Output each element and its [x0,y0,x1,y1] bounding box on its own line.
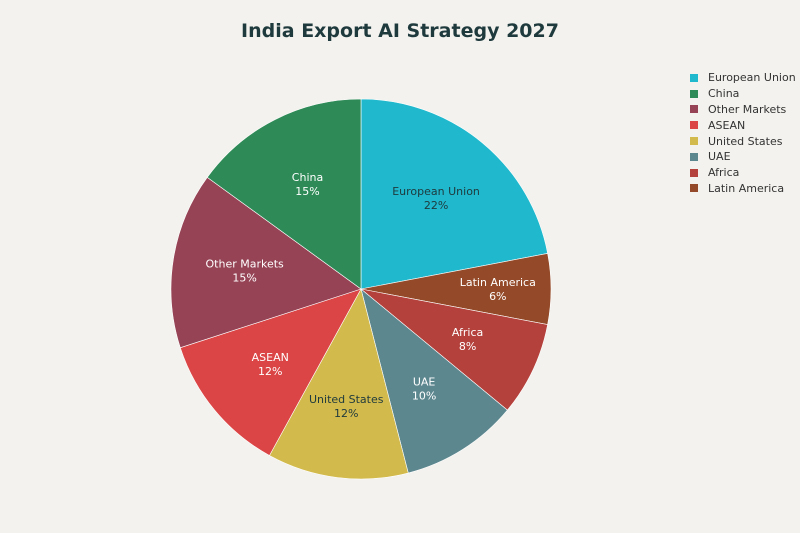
legend-item-latin-america[interactable]: Latin America [690,181,796,197]
legend-item-united-states[interactable]: United States [690,133,796,149]
legend-label: European Union [708,71,796,85]
slice-value-asean: 12% [258,365,282,378]
legend-label: China [708,87,740,101]
legend-swatch [690,137,698,146]
slice-label-latin-america: Latin America [460,276,536,289]
slice-value-china: 15% [295,185,319,198]
slice-label-united-states: United States [309,393,384,406]
pie-slice-china [206,98,362,290]
slice-value-latin-america: 6% [489,290,506,303]
legend-swatch [690,73,698,82]
pie-slice-asean [179,288,362,456]
slice-label-china: China [292,171,323,184]
slice-label-other-markets: Other Markets [206,258,285,271]
legend-swatch [690,168,698,177]
legend-label: ASEAN [708,118,746,132]
pie-slice-uae [360,288,508,474]
slice-label-asean: ASEAN [252,351,289,364]
pie-slice-africa [360,288,548,411]
pie-slice-european-union [360,98,548,290]
legend-label: Latin America [708,181,785,195]
slice-value-africa: 8% [459,340,476,353]
slice-label-european-union: European Union [392,185,480,198]
legend-label: United States [708,134,783,148]
legend-label: Africa [708,166,740,180]
slice-label-uae: UAE [413,375,436,388]
legend-swatch [690,152,698,161]
slice-value-other-markets: 15% [232,272,256,285]
legend-item-uae[interactable]: UAE [690,149,796,165]
legend-item-africa[interactable]: Africa [690,165,796,181]
slice-value-european-union: 22% [424,199,448,212]
legend-item-european-union[interactable]: European Union [690,70,796,86]
legend-swatch [690,89,698,98]
chart-title: India Export AI Strategy 2027 [241,20,559,42]
legend-swatch [690,184,698,193]
legend-swatch [690,105,698,114]
legend-swatch [690,121,698,130]
legend-item-other-markets[interactable]: Other Markets [690,102,796,118]
legend-label: Other Markets [708,102,787,116]
legend-item-china[interactable]: China [690,86,796,102]
pie-slice-other-markets [170,176,362,349]
legend-item-asean[interactable]: ASEAN [690,117,796,133]
legend-label: UAE [708,150,731,164]
pie-slice-united-states [269,288,409,480]
slice-label-africa: Africa [452,326,483,339]
chart-legend: European Union China Other Markets ASEAN Uni… [690,70,796,196]
slice-value-united-states: 12% [334,407,358,420]
slice-value-uae: 10% [412,389,436,402]
